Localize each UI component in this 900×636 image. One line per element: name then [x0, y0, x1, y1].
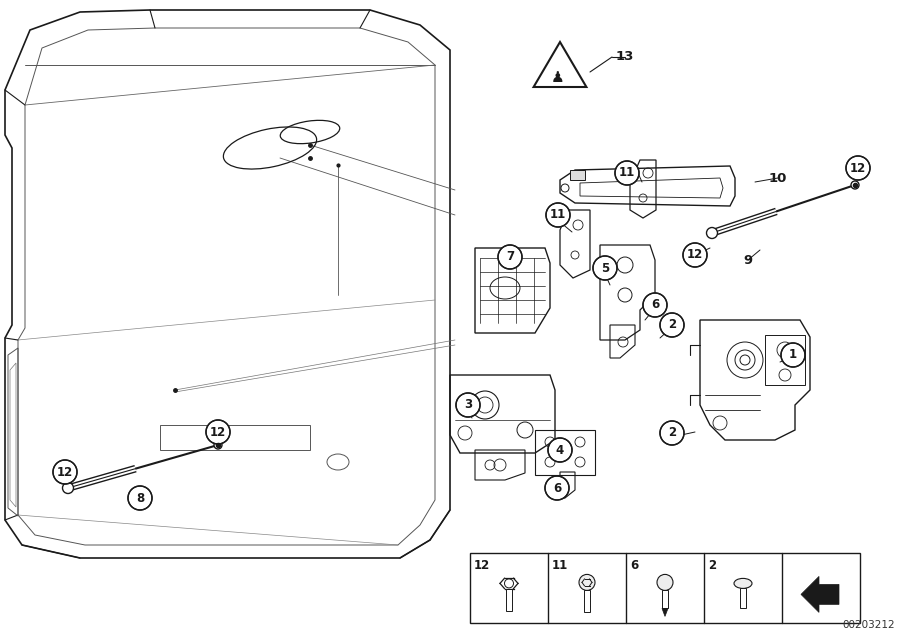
Text: 3: 3: [464, 399, 472, 411]
Bar: [506, 590, 512, 611]
Text: 2: 2: [708, 559, 716, 572]
Text: ♟: ♟: [551, 69, 565, 85]
Text: 8: 8: [136, 492, 144, 504]
Polygon shape: [662, 609, 668, 616]
Bar: [662, 590, 668, 609]
Text: 11: 11: [552, 559, 568, 572]
Circle shape: [781, 343, 805, 367]
Circle shape: [683, 243, 707, 267]
Text: 4: 4: [556, 443, 564, 457]
Circle shape: [706, 228, 717, 238]
Text: 5: 5: [601, 261, 609, 275]
Ellipse shape: [734, 578, 752, 588]
Text: 00203212: 00203212: [842, 620, 895, 630]
Circle shape: [851, 181, 859, 189]
Text: 6: 6: [630, 559, 638, 572]
Circle shape: [643, 293, 667, 317]
Text: 2: 2: [668, 427, 676, 439]
Circle shape: [498, 245, 522, 269]
Circle shape: [456, 393, 480, 417]
Circle shape: [660, 313, 684, 337]
Polygon shape: [570, 170, 585, 180]
Circle shape: [53, 460, 77, 484]
Text: 11: 11: [550, 209, 566, 221]
Bar: [470, 553, 860, 623]
Text: 9: 9: [743, 254, 752, 266]
Text: 12: 12: [57, 466, 73, 478]
Circle shape: [545, 476, 569, 500]
Text: 6: 6: [651, 298, 659, 312]
Text: 6: 6: [553, 481, 561, 495]
Text: 1: 1: [789, 349, 797, 361]
Circle shape: [546, 203, 570, 227]
Text: 12: 12: [474, 559, 490, 572]
Text: 2: 2: [668, 319, 676, 331]
Text: 12: 12: [210, 425, 226, 438]
Bar: [740, 588, 746, 609]
Circle shape: [548, 438, 572, 462]
Text: 13: 13: [616, 50, 634, 64]
Text: 10: 10: [769, 172, 788, 184]
Circle shape: [214, 441, 222, 449]
Text: 12: 12: [687, 249, 703, 261]
Circle shape: [660, 421, 684, 445]
Text: 12: 12: [850, 162, 866, 174]
Circle shape: [615, 161, 639, 185]
Text: 7: 7: [506, 251, 514, 263]
Circle shape: [593, 256, 617, 280]
Circle shape: [206, 420, 230, 444]
Circle shape: [579, 574, 595, 590]
Circle shape: [128, 486, 152, 510]
Bar: [584, 590, 590, 612]
Polygon shape: [801, 576, 839, 612]
Text: 11: 11: [619, 167, 635, 179]
Circle shape: [657, 574, 673, 590]
Circle shape: [62, 483, 74, 494]
Circle shape: [846, 156, 870, 180]
